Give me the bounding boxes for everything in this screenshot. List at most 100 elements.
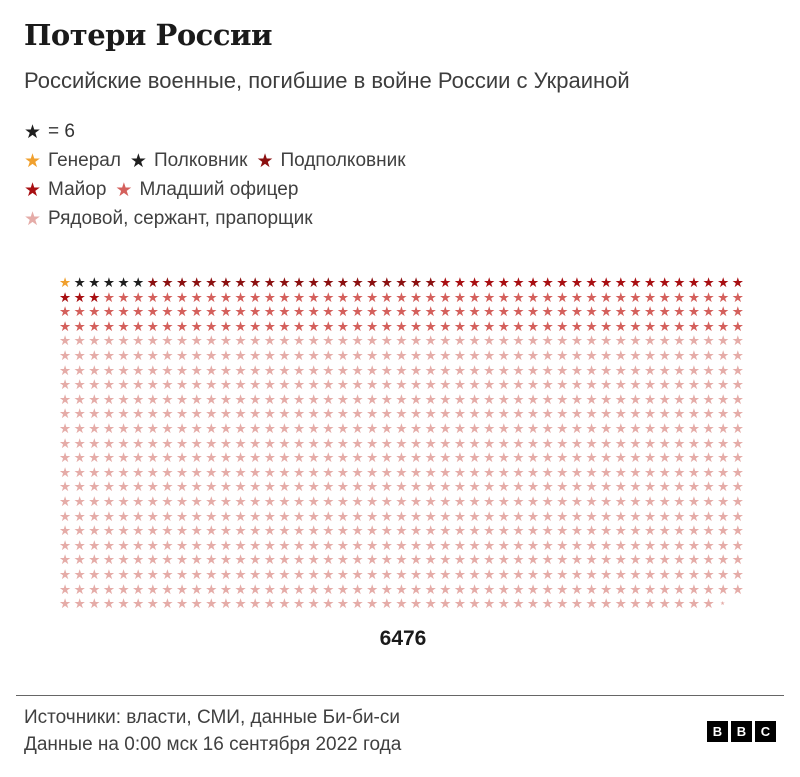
star-cell: ★ xyxy=(219,450,232,467)
star-cell: ★ xyxy=(117,523,130,540)
star-cell: ★ xyxy=(585,479,598,496)
star-cell: ★ xyxy=(600,479,613,496)
star-cell: ★ xyxy=(512,596,525,613)
star-cell: ★ xyxy=(322,450,335,467)
star-cell: ★ xyxy=(585,406,598,423)
star-cell: ★ xyxy=(527,552,540,569)
star-cell: ★ xyxy=(512,479,525,496)
star-cell: ★ xyxy=(644,566,657,583)
star-cell: ★ xyxy=(687,304,700,321)
star-cell: ★ xyxy=(410,420,423,437)
star-cell: ★ xyxy=(527,348,540,364)
star-cell: ★ xyxy=(249,391,262,408)
star-cell: ★ xyxy=(585,581,598,598)
star-cell: ★ xyxy=(132,275,145,292)
star-row: ★ ★ ★ ★ ★ ★ ★ ★ ★ ★ ★ ★ ★ ★ ★ ★ ★ ★ ★ ★ ★ ★ ★ ★ ★ ★ ★ ★ ★ ★ ★ ★ ★ ★ ★ ★ ★ ★ ★ ★… xyxy=(59,480,776,495)
star-icon: ★ xyxy=(24,207,42,230)
star-cell: ★ xyxy=(702,450,715,467)
star-cell: ★ xyxy=(673,289,686,306)
star-cell: ★ xyxy=(585,552,598,569)
star-cell: ★ xyxy=(307,348,320,364)
star-cell: ★ xyxy=(234,450,247,467)
star-cell: ★ xyxy=(600,318,613,335)
star-cell: ★ xyxy=(527,479,540,496)
star-cell: ★ xyxy=(336,552,349,569)
star-cell: ★ xyxy=(73,581,86,598)
star-cell: ★ xyxy=(278,318,291,335)
star-cell: ★ xyxy=(673,464,686,481)
star-cell: ★ xyxy=(541,581,554,598)
star-cell: ★ xyxy=(424,464,437,481)
star-cell: ★ xyxy=(59,435,72,452)
star-cell: ★ xyxy=(497,450,510,467)
legend-key: ★ = 6 xyxy=(24,121,776,143)
star-cell: ★ xyxy=(307,581,320,598)
star-cell: ★ xyxy=(146,523,159,540)
star-cell: ★ xyxy=(614,508,627,525)
star-cell: ★ xyxy=(658,523,671,540)
star-cell: ★ xyxy=(556,275,569,292)
star-cell: ★ xyxy=(176,552,189,569)
star-cell: ★ xyxy=(483,450,496,467)
star-cell: ★ xyxy=(88,523,101,540)
star-cell: ★ xyxy=(190,581,203,598)
star-cell: ★ xyxy=(453,581,466,598)
star-cell: ★ xyxy=(541,523,554,540)
star-cell: ★ xyxy=(366,362,379,379)
star-cell: ★ xyxy=(336,508,349,525)
star-cell: ★ xyxy=(176,596,189,613)
star-cell: ★ xyxy=(570,333,583,350)
star-cell: ★ xyxy=(439,596,452,613)
star-cell: ★ xyxy=(614,377,627,394)
star-cell: ★ xyxy=(263,362,276,379)
star-cell: ★ xyxy=(731,289,744,306)
star-cell: ★ xyxy=(410,581,423,598)
star-cell: ★ xyxy=(336,435,349,452)
star-cell: ★ xyxy=(570,304,583,321)
star-cell: ★ xyxy=(146,406,159,423)
star-cell: ★ xyxy=(234,596,247,613)
star-cell: ★ xyxy=(702,420,715,437)
star-cell: ★ xyxy=(585,450,598,467)
star-cell: ★ xyxy=(146,450,159,467)
star-cell: ★ xyxy=(410,552,423,569)
star-cell: ★ xyxy=(176,435,189,452)
star-cell: ★ xyxy=(132,333,145,350)
star-cell: ★ xyxy=(687,348,700,364)
star-cell: ★ xyxy=(278,333,291,350)
star-cell: ★ xyxy=(570,318,583,335)
star-cell: ★ xyxy=(146,289,159,306)
star-cell: ★ xyxy=(585,464,598,481)
star-cell: ★ xyxy=(614,362,627,379)
star-cell: ★ xyxy=(278,552,291,569)
star-cell: ★ xyxy=(527,464,540,481)
star-cell: ★ xyxy=(263,450,276,467)
star-cell: ★ xyxy=(512,435,525,452)
star-cell: ★ xyxy=(424,435,437,452)
star-cell: ★ xyxy=(717,275,730,292)
star-cell: ★ xyxy=(483,333,496,350)
star-cell: ★ xyxy=(205,333,218,350)
star-cell: ★ xyxy=(629,581,642,598)
star-cell: ★ xyxy=(205,406,218,423)
star-cell: ★ xyxy=(293,596,306,613)
star-cell: ★ xyxy=(658,552,671,569)
star-cell: ★ xyxy=(541,377,554,394)
star-cell: ★ xyxy=(731,508,744,525)
star-cell: ★ xyxy=(249,464,262,481)
star-cell: ★ xyxy=(497,420,510,437)
star-cell: ★ xyxy=(556,406,569,423)
star-cell: ★ xyxy=(644,289,657,306)
star-cell: ★ xyxy=(234,318,247,335)
star-cell: ★ xyxy=(717,493,730,510)
star-cell: ★ xyxy=(717,464,730,481)
star-cell: ★ xyxy=(395,508,408,525)
star-cell: ★ xyxy=(73,289,86,306)
star-cell: ★ xyxy=(205,420,218,437)
star-cell: ★ xyxy=(541,450,554,467)
star-cell: ★ xyxy=(278,377,291,394)
star-cell: ★ xyxy=(585,333,598,350)
star-cell: ★ xyxy=(190,420,203,437)
star-cell: ★ xyxy=(527,275,540,292)
star-cell: ★ xyxy=(483,596,496,613)
